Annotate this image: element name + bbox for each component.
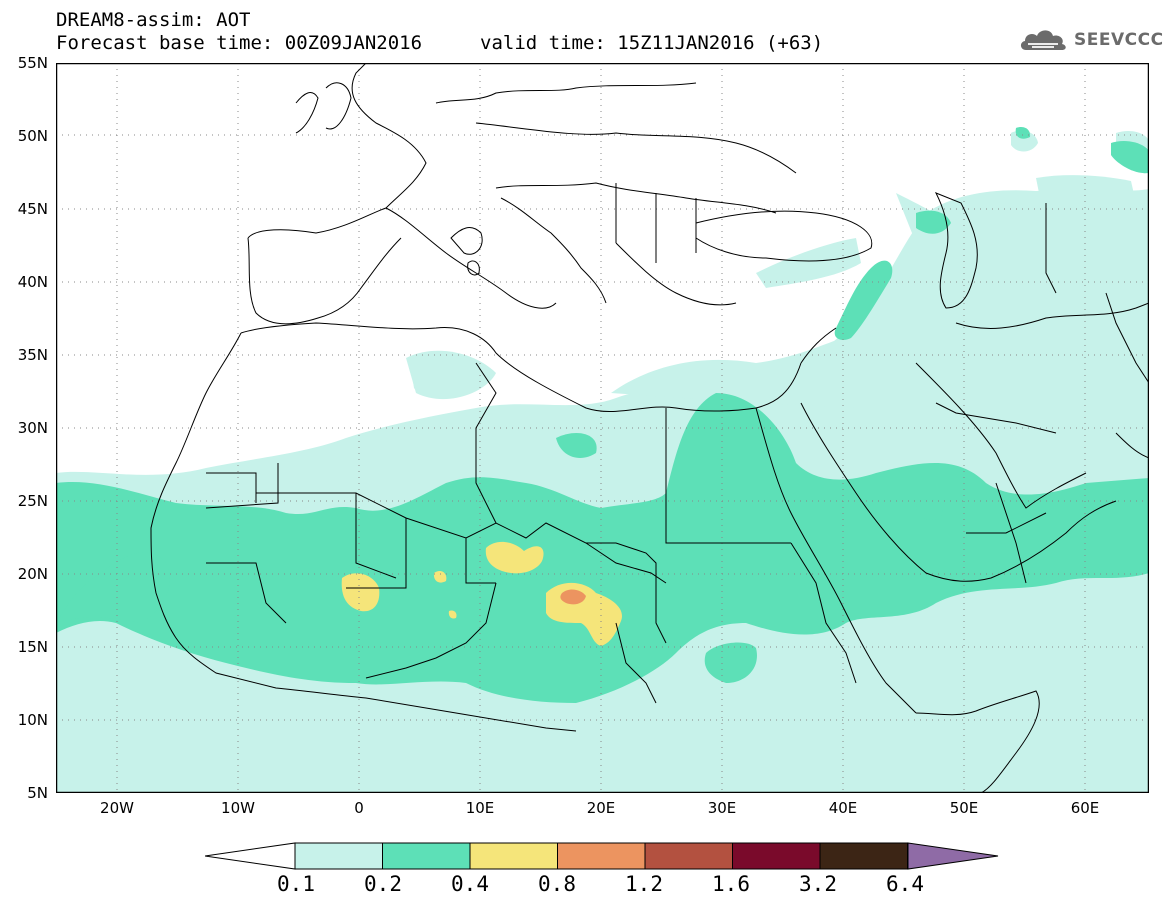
lat-label: 5N bbox=[27, 784, 48, 802]
lat-label: 30N bbox=[17, 419, 48, 437]
aot-map bbox=[56, 63, 1149, 793]
logo-text: SEEVCCC bbox=[1074, 30, 1164, 50]
colorbar-high-arrow bbox=[907, 842, 999, 870]
graticule bbox=[56, 63, 1149, 793]
title-line-1: DREAM8-assim: AOT bbox=[56, 9, 251, 31]
lat-label: 45N bbox=[17, 200, 48, 218]
valid-time: valid time: 15Z11JAN2016 (+63) bbox=[480, 32, 824, 54]
lat-label: 35N bbox=[17, 346, 48, 364]
colorbar-swatch bbox=[557, 842, 646, 870]
lat-label: 10N bbox=[17, 711, 48, 729]
colorbar-swatch bbox=[382, 842, 471, 870]
lon-label: 0 bbox=[354, 799, 364, 817]
seevccc-logo: SEEVCCC bbox=[1018, 24, 1164, 56]
lat-label: 40N bbox=[17, 273, 48, 291]
colorbar-swatch bbox=[732, 842, 821, 870]
lat-label: 15N bbox=[17, 638, 48, 656]
lat-label: 50N bbox=[17, 127, 48, 145]
lon-label: 60E bbox=[1070, 799, 1100, 817]
lon-label: 10E bbox=[465, 799, 495, 817]
lat-label: 25N bbox=[17, 492, 48, 510]
coastlines-and-borders bbox=[150, 63, 1149, 793]
aot-level-0.2-region bbox=[56, 127, 1149, 703]
colorbar-label: 3.2 bbox=[799, 872, 837, 896]
lon-label: 10W bbox=[221, 799, 255, 817]
aot-level-0.8-region bbox=[560, 589, 586, 605]
lon-label: 20W bbox=[100, 799, 134, 817]
colorbar-swatch bbox=[469, 842, 558, 870]
title-line-2: Forecast base time: 00Z09JAN2016 bbox=[56, 32, 423, 54]
lat-label: 20N bbox=[17, 565, 48, 583]
colorbar-label: 0.4 bbox=[451, 872, 489, 896]
cloud-icon bbox=[1020, 30, 1066, 50]
colorbar-swatch bbox=[819, 842, 908, 870]
colorbar-swatch bbox=[644, 842, 733, 870]
lat-label: 55N bbox=[17, 54, 48, 72]
colorbar-low-arrow bbox=[205, 842, 296, 870]
lon-label: 40E bbox=[828, 799, 858, 817]
colorbar-label: 1.2 bbox=[625, 872, 663, 896]
colorbar-label: 6.4 bbox=[886, 872, 924, 896]
colorbar-swatch bbox=[294, 842, 383, 870]
lon-label: 20E bbox=[586, 799, 616, 817]
lon-label: 50E bbox=[949, 799, 979, 817]
colorbar-label: 0.1 bbox=[277, 872, 315, 896]
colorbar-label: 0.8 bbox=[538, 872, 576, 896]
colorbar-label: 0.2 bbox=[364, 872, 402, 896]
map-frame bbox=[56, 63, 1149, 793]
colorbar-label: 1.6 bbox=[712, 872, 750, 896]
colorbar bbox=[205, 842, 999, 870]
lon-label: 30E bbox=[707, 799, 737, 817]
